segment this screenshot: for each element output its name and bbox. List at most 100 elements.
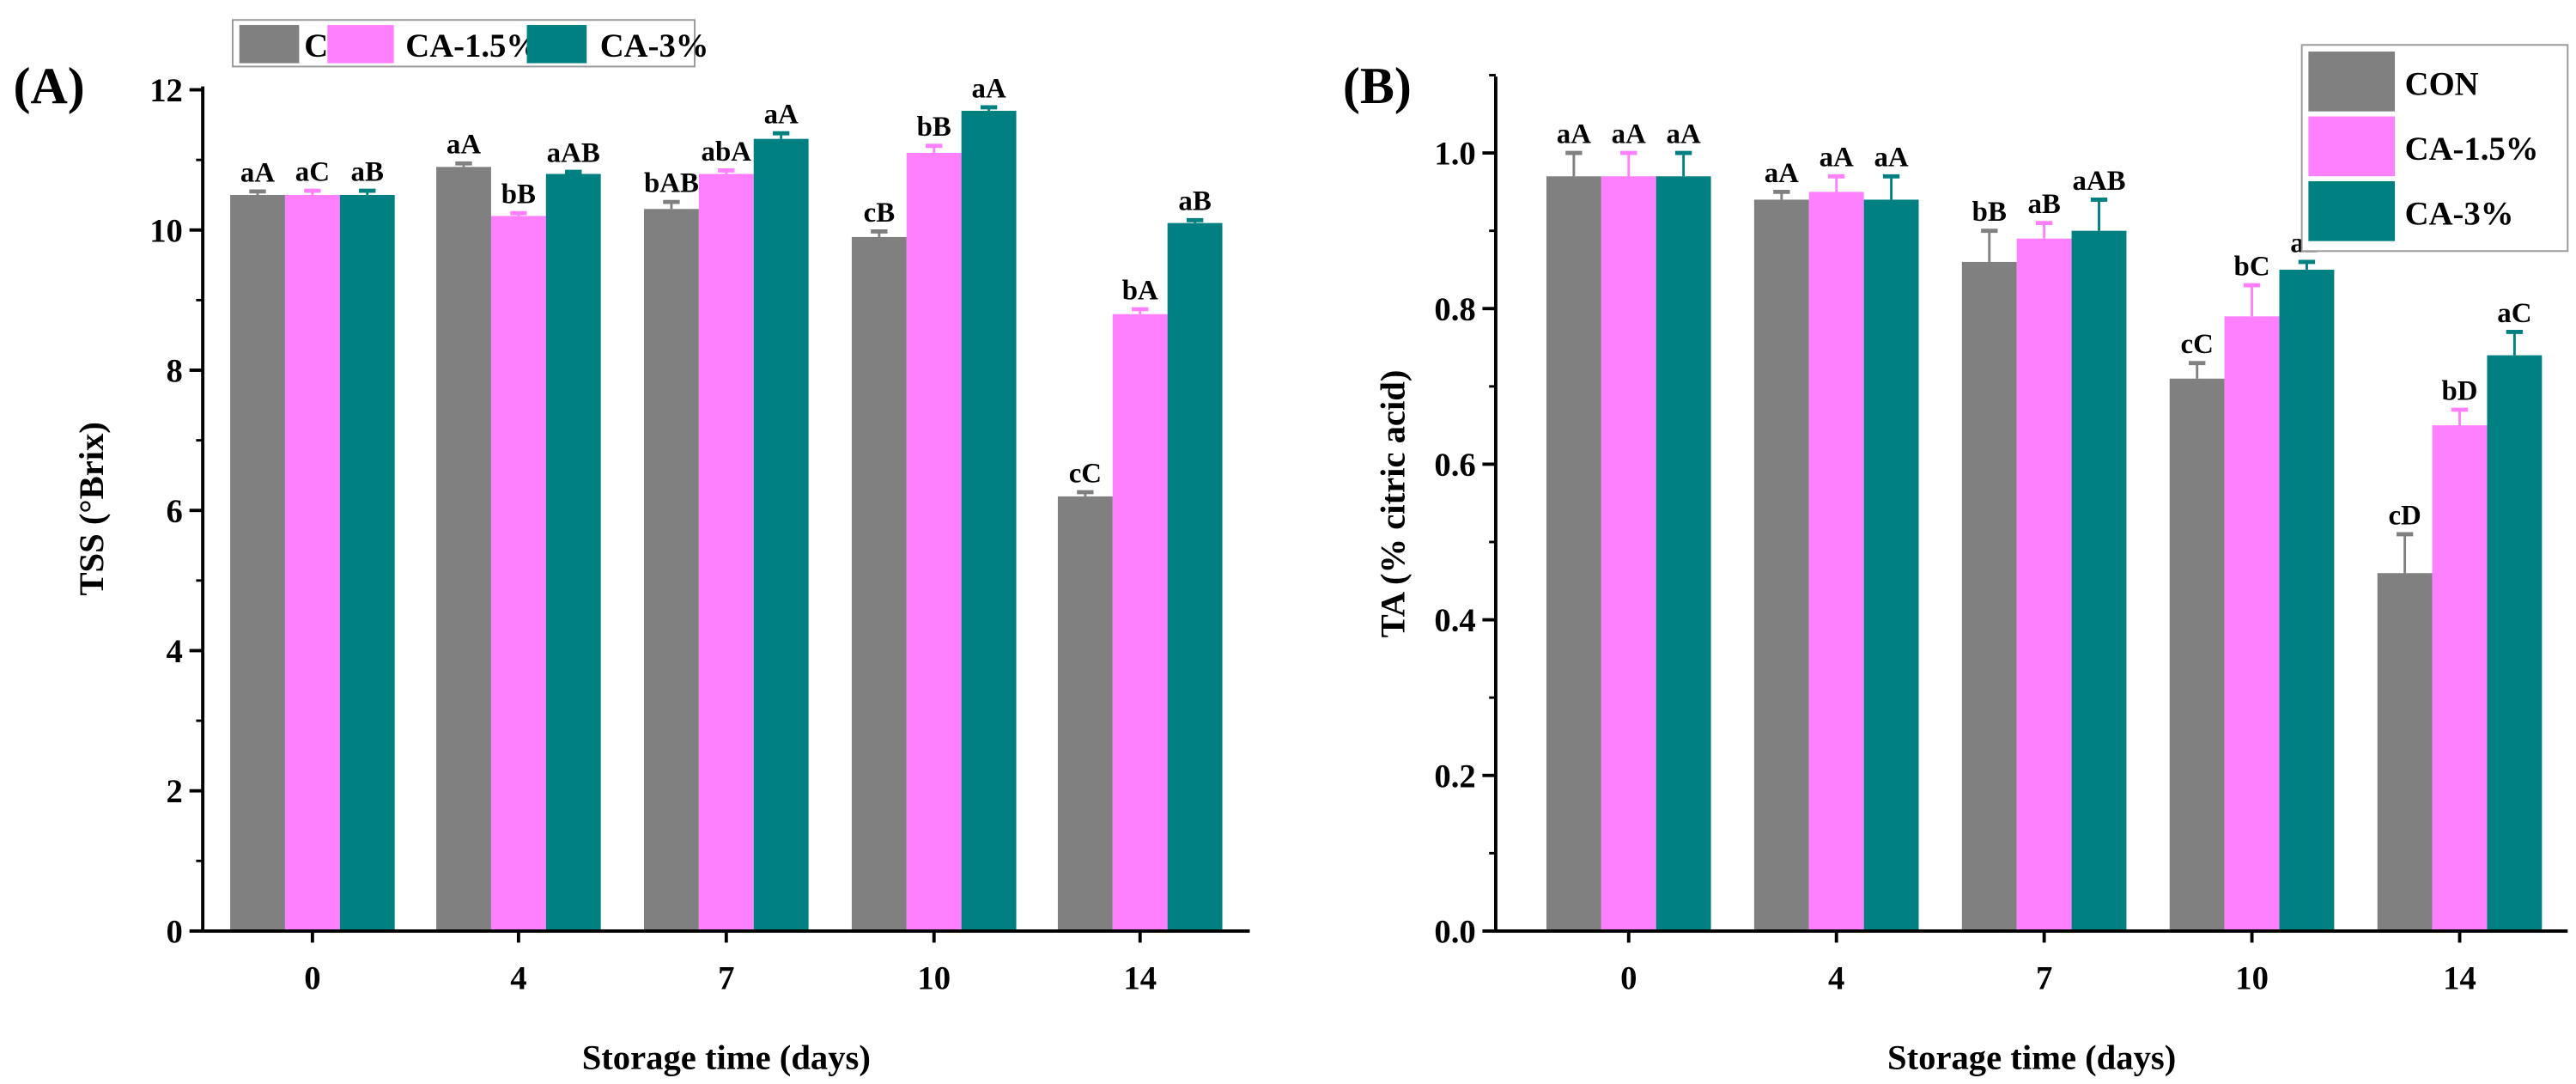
significance-label: bB <box>1972 197 2007 228</box>
significance-label: cD <box>2388 500 2421 531</box>
x-tick-label: 7 <box>718 961 734 997</box>
significance-label: bB <box>917 112 951 143</box>
significance-label: aB <box>351 156 384 187</box>
y-tick-label: 2 <box>167 774 183 810</box>
x-tick-label: 7 <box>2036 961 2052 997</box>
significance-label: aA <box>1612 119 1646 149</box>
significance-label: bB <box>501 180 536 210</box>
y-axis-title: TSS (°Brix) <box>72 422 111 595</box>
bar-con-day-10 <box>2169 378 2225 931</box>
legend-swatch-1 <box>2308 116 2396 177</box>
x-tick-label: 10 <box>2235 961 2269 997</box>
bar-con-day-10 <box>851 236 907 931</box>
bar-ca-3--day-4 <box>545 174 601 931</box>
y-tick-label: 0.6 <box>1434 448 1475 484</box>
bar-ca-3--day-0 <box>1656 176 1711 931</box>
y-tick-label: 0.4 <box>1434 603 1475 639</box>
x-tick-label: 4 <box>510 961 526 997</box>
bar-ca-3--day-10 <box>2279 269 2335 931</box>
legend-swatch-2 <box>526 25 587 64</box>
significance-label: bC <box>2234 251 2270 282</box>
significance-label: aAB <box>547 137 600 168</box>
significance-label: bA <box>1122 275 1158 306</box>
legend-box <box>232 19 696 68</box>
significance-label: aB <box>2027 189 2060 220</box>
y-tick-label: 0.0 <box>1434 914 1475 950</box>
significance-label: aC <box>2497 298 2531 329</box>
y-tick-label: 0.2 <box>1434 758 1475 795</box>
bar-ca-1-5--day-14 <box>2432 425 2488 931</box>
y-tick-label: 6 <box>167 494 183 530</box>
bar-ca-1-5--day-7 <box>2016 238 2072 931</box>
bar-con-day-14 <box>1057 496 1113 931</box>
significance-label: aA <box>1874 143 1908 174</box>
bar-con-day-4 <box>436 167 491 931</box>
bar-ca-1-5--day-10 <box>906 153 962 931</box>
x-tick-label: 14 <box>1123 961 1157 997</box>
panel-label: (B) <box>1343 58 1412 114</box>
significance-label: aA <box>764 100 799 131</box>
bar-con-day-14 <box>2377 573 2433 931</box>
bar-con-day-0 <box>1546 176 1601 931</box>
y-tick-label: 4 <box>167 634 183 670</box>
bar-ca-1-5--day-4 <box>490 216 546 931</box>
y-tick-label: 0 <box>167 914 183 950</box>
bar-ca-1-5--day-0 <box>1601 176 1656 931</box>
panel-label: (A) <box>13 58 84 114</box>
significance-label: bAB <box>644 168 699 199</box>
legend-swatch-0 <box>2308 52 2396 112</box>
legend-label: CA-3% <box>600 28 709 64</box>
significance-label: cB <box>864 198 896 228</box>
y-tick-label: 1.0 <box>1434 137 1475 173</box>
bar-ca-3--day-10 <box>961 111 1017 931</box>
bar-ca-1-5--day-4 <box>1808 192 1864 931</box>
legend-swatch-1 <box>327 25 394 64</box>
significance-label: aA <box>1765 158 1799 189</box>
bar-ca-3--day-7 <box>753 138 809 931</box>
bar-con-day-4 <box>1753 199 1809 931</box>
bar-ca-3--day-7 <box>2071 230 2127 931</box>
legend-label: CA-1.5% <box>2405 131 2539 167</box>
bar-con-day-7 <box>1961 261 2017 931</box>
significance-label: abA <box>702 137 752 167</box>
significance-label: aA <box>1557 119 1591 149</box>
y-tick-label: 8 <box>167 354 183 390</box>
bar-ca-3--day-14 <box>2487 355 2543 931</box>
x-tick-label: 10 <box>917 961 951 997</box>
significance-label: bD <box>2441 375 2477 406</box>
significance-label: aA <box>1820 143 1854 174</box>
bar-ca-1-5--day-0 <box>284 194 340 931</box>
x-axis-title: Storage time (days) <box>582 1038 871 1077</box>
bar-ca-3--day-4 <box>1863 199 1919 931</box>
x-tick-label: 4 <box>1828 961 1844 997</box>
y-tick-label: 12 <box>149 73 183 109</box>
significance-label: cC <box>1069 458 1102 489</box>
bar-ca-3--day-14 <box>1167 222 1223 931</box>
y-tick-label: 0.8 <box>1434 292 1475 328</box>
legend-label: CON <box>2405 66 2479 102</box>
significance-label: cC <box>2181 329 2214 360</box>
significance-label: aA <box>1667 119 1701 149</box>
significance-label: aA <box>447 130 481 161</box>
bar-ca-1-5--day-14 <box>1112 314 1168 931</box>
significance-label: aAB <box>2072 166 2125 197</box>
bar-con-day-7 <box>644 209 699 931</box>
significance-label: aB <box>1178 186 1211 217</box>
legend-label: CA-3% <box>2405 196 2514 232</box>
bar-ca-3--day-0 <box>339 194 395 931</box>
significance-label: aA <box>240 157 275 188</box>
x-tick-label: 0 <box>1620 961 1637 997</box>
y-tick-label: 10 <box>149 213 183 249</box>
legend-swatch-2 <box>2308 181 2396 241</box>
x-tick-label: 0 <box>304 961 320 997</box>
bar-ca-1-5--day-7 <box>698 174 754 931</box>
legend-swatch-0 <box>239 25 300 64</box>
significance-label: aA <box>972 73 1006 104</box>
bar-ca-1-5--day-10 <box>2224 316 2280 931</box>
legend-label: CA-1.5% <box>405 28 539 64</box>
bar-con-day-0 <box>230 194 285 931</box>
significance-label: aC <box>295 156 330 187</box>
y-axis-title: TA (% citric acid) <box>1373 370 1412 638</box>
x-axis-title: Storage time (days) <box>1887 1038 2176 1077</box>
